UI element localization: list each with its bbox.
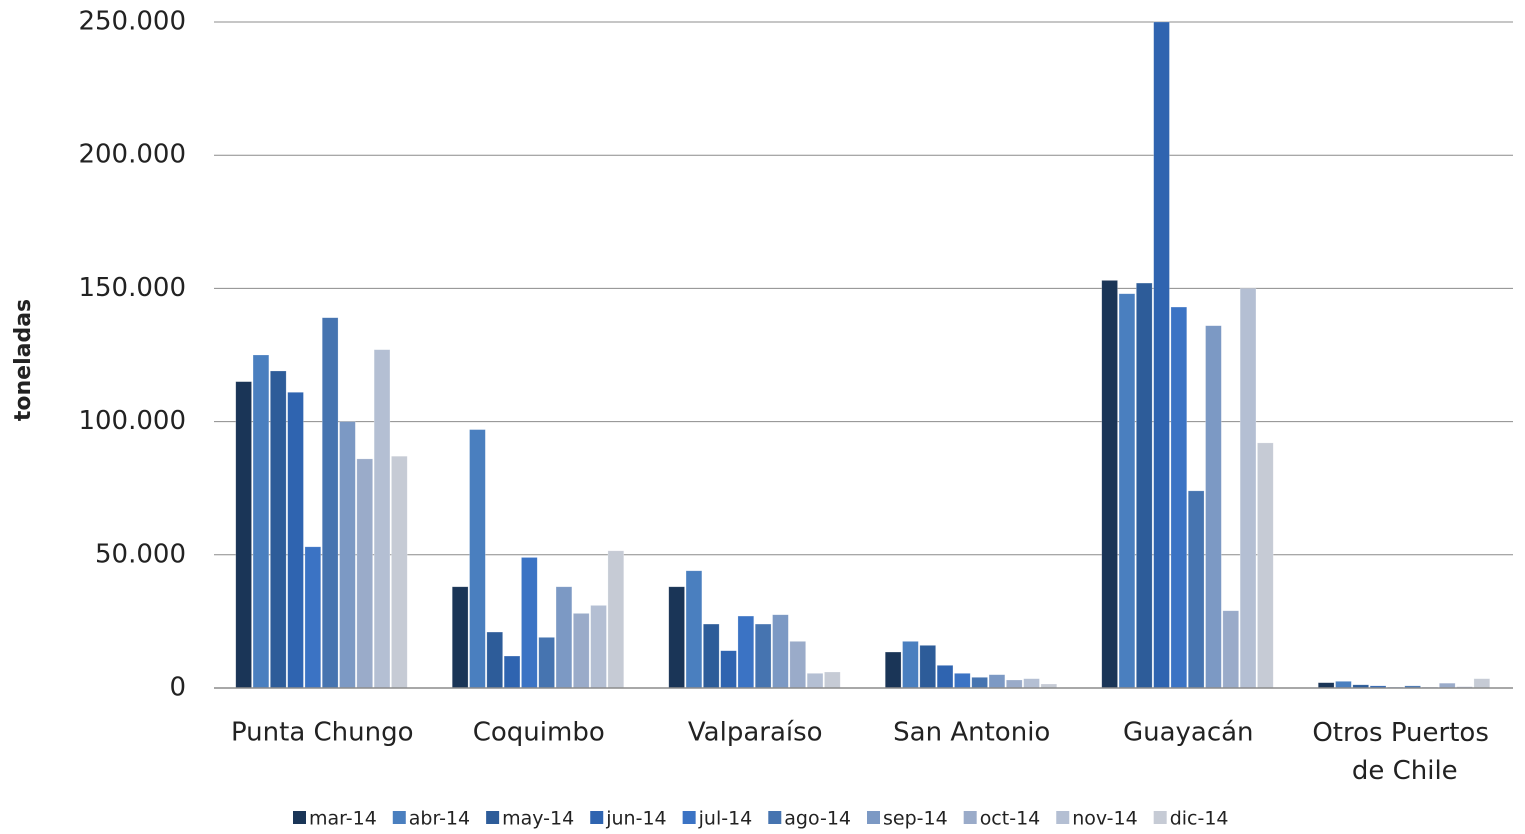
bar <box>902 641 919 689</box>
y-axis-label: toneladas <box>11 299 36 421</box>
legend-swatch <box>867 811 880 824</box>
y-tick-label: 200.000 <box>78 140 186 170</box>
bar <box>304 546 322 689</box>
bar <box>1222 610 1239 689</box>
legend-label: ago-14 <box>784 808 851 830</box>
bar <box>538 637 555 689</box>
x-tick-label: Valparaíso <box>688 718 823 748</box>
y-tick-label: 150.000 <box>78 273 186 303</box>
legend-swatch <box>590 811 604 824</box>
bar <box>469 429 486 689</box>
bar <box>391 455 408 689</box>
x-tick-label: Coquimbo <box>473 718 605 748</box>
y-tick-label: 50.000 <box>95 539 186 569</box>
bar <box>503 655 521 689</box>
bar <box>754 623 772 689</box>
bar <box>824 671 841 689</box>
bar <box>936 665 954 689</box>
bar <box>1006 679 1023 689</box>
bar <box>339 421 356 689</box>
bar <box>486 631 503 689</box>
legend-swatch <box>1056 811 1070 824</box>
bar <box>806 673 824 689</box>
bar <box>737 615 755 689</box>
bar <box>772 614 789 689</box>
bar <box>685 570 703 689</box>
bar <box>1136 282 1153 689</box>
bar <box>1317 682 1335 689</box>
legend-label: sep-14 <box>883 808 948 830</box>
bar <box>1187 490 1205 689</box>
y-tick-label: 0 <box>169 673 186 703</box>
legend-swatch <box>1153 811 1167 824</box>
bar <box>988 674 1006 689</box>
y-tick-label: 100.000 <box>78 406 186 436</box>
bar <box>521 557 538 689</box>
bar <box>703 623 720 689</box>
bar <box>590 605 607 689</box>
legend-label: nov-14 <box>1072 808 1137 830</box>
bar <box>720 650 737 689</box>
bar <box>573 613 590 689</box>
x-tick-label: Otros Puertos de Chile <box>1312 718 1497 786</box>
legend-swatch <box>486 811 500 824</box>
bar <box>1335 681 1352 689</box>
x-tick-label: Guayacán <box>1123 718 1254 748</box>
legend-label: abr-14 <box>409 808 470 830</box>
bar <box>607 550 625 689</box>
bar <box>1023 678 1040 689</box>
bar <box>555 586 573 689</box>
bar <box>235 381 252 689</box>
x-tick-label: San Antonio <box>893 718 1050 748</box>
legend-swatch <box>768 811 782 824</box>
legend-swatch <box>682 811 696 824</box>
bar <box>270 370 287 689</box>
bar <box>1205 325 1222 689</box>
bar <box>971 677 988 689</box>
bar <box>789 641 806 689</box>
bar <box>373 349 391 689</box>
bar <box>356 458 373 689</box>
bar <box>287 391 304 689</box>
bar <box>668 586 685 689</box>
x-tick-label: Punta Chungo <box>231 718 414 748</box>
bar <box>954 673 971 689</box>
legend-swatch <box>392 811 406 824</box>
bar <box>451 586 469 689</box>
bar <box>321 317 339 689</box>
bar <box>1101 280 1118 689</box>
bar <box>252 354 270 689</box>
bar <box>1170 306 1188 689</box>
legend-swatch <box>293 811 306 824</box>
y-tick-label: 250.000 <box>78 7 186 37</box>
legend-label: oct-14 <box>980 808 1041 830</box>
legend-label: dic-14 <box>1170 808 1229 830</box>
legend-label: mar-14 <box>309 808 377 830</box>
bar <box>1153 21 1170 689</box>
legend-label: jun-14 <box>605 808 666 830</box>
bar <box>1239 288 1257 689</box>
bar <box>1473 678 1491 689</box>
bar <box>1257 442 1274 689</box>
bar <box>919 645 936 689</box>
legend-label: jul-14 <box>698 808 753 830</box>
legend-label: may-14 <box>502 808 574 830</box>
legend-swatch <box>963 811 977 824</box>
bar <box>884 651 902 689</box>
bar <box>1118 293 1136 689</box>
